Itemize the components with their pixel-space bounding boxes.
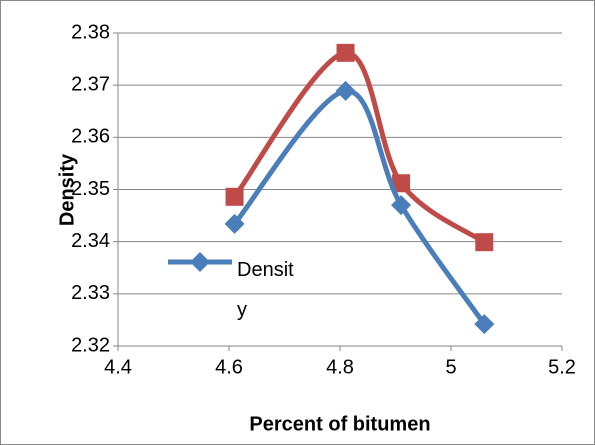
marker (225, 187, 244, 206)
x-tick-label: 4.4 (104, 356, 132, 378)
marker (475, 233, 494, 252)
legend-label: Density (237, 259, 294, 321)
marker (391, 195, 412, 216)
y-tick-label: 2.33 (71, 282, 110, 304)
y-tick-label: 2.35 (71, 178, 110, 200)
x-tick-label: 5.2 (548, 356, 576, 378)
marker (335, 80, 356, 101)
y-tick-label: 2.34 (71, 230, 110, 252)
x-axis-label: Percent of bitumen (249, 413, 430, 435)
series-line (232, 88, 487, 326)
y-tick-label: 2.32 (71, 334, 110, 356)
series-line (232, 50, 486, 245)
y-axis-label: Density (56, 153, 78, 226)
x-tick-label: 4.6 (215, 356, 243, 378)
x-tick-label: 4.8 (326, 356, 354, 378)
marker (392, 174, 411, 193)
marker (190, 252, 210, 272)
y-tick-label: 2.36 (71, 126, 110, 148)
y-tick-label: 2.37 (71, 73, 110, 95)
y-tick-label: 2.38 (71, 21, 110, 43)
marker (224, 213, 245, 234)
marker (336, 43, 355, 62)
x-tick-label: 5 (445, 356, 456, 378)
marker (474, 314, 495, 335)
